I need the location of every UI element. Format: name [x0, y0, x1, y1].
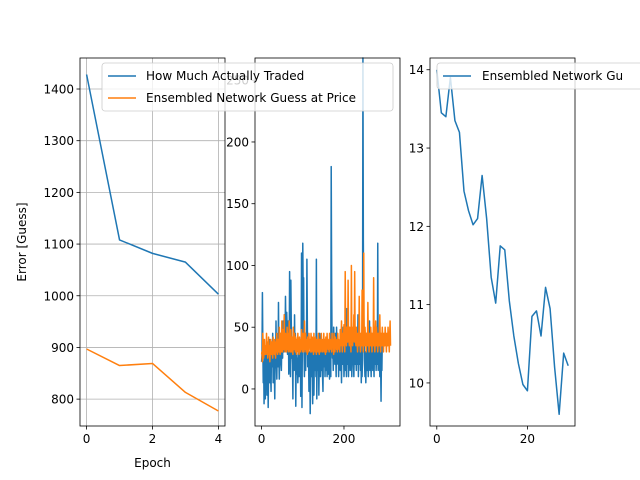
x-tick-label: 0 [258, 432, 266, 446]
panel-2-lines [260, 57, 392, 415]
panel-1-ticks: 0 2 4 800 900 1000 1100 1200 1300 1400 [43, 83, 222, 446]
y-tick-label: 1300 [43, 134, 74, 148]
x-tick-label: 0 [433, 432, 441, 446]
y-tick-label: 900 [51, 341, 74, 355]
y-tick-label: 200 [226, 135, 249, 149]
x-tick-label: 20 [520, 432, 535, 446]
y-tick-label: 10 [409, 376, 424, 390]
y-tick-label: 1100 [43, 238, 74, 252]
x-tick-label: 4 [215, 432, 223, 446]
series-1-line [436, 69, 569, 416]
legend-box [436, 62, 640, 90]
y-tick-label: 1400 [43, 83, 74, 97]
panel-3-legend: Ensembled Network Gu [436, 62, 640, 90]
legend-box [101, 62, 394, 112]
series-1-line [85, 74, 219, 295]
series-2-line [260, 252, 392, 363]
panel-1-lines [85, 74, 219, 412]
y-tick-label: 1000 [43, 289, 74, 303]
y-tick-label: 0 [241, 382, 249, 396]
panel-1-x-axis-label: Epoch [134, 456, 171, 470]
x-tick-label: 2 [149, 432, 157, 446]
panel-3-ticks: 0 20 10 11 12 13 14 [409, 63, 535, 446]
panel-1-legend: How Much Actually Traded Ensembled Netwo… [101, 62, 394, 112]
y-tick-label: 50 [234, 321, 249, 335]
legend-label-series-1: How Much Actually Traded [146, 69, 304, 83]
y-tick-label: 150 [226, 197, 249, 211]
panel-3-lines [436, 69, 569, 416]
panel-1-y-axis-label: Error [Guess] [15, 202, 29, 281]
y-tick-label: 100 [226, 259, 249, 273]
y-tick-label: 1200 [43, 186, 74, 200]
series-2-line [86, 348, 219, 412]
x-tick-label: 0 [83, 432, 91, 446]
legend-label-series-1: Ensembled Network Gu [482, 69, 623, 83]
panel-3-frame [429, 57, 576, 427]
panel-3: 0 20 10 11 12 13 14 [409, 57, 576, 446]
x-tick-label: 200 [333, 432, 356, 446]
y-tick-label: 13 [409, 142, 424, 156]
y-tick-label: 11 [409, 298, 424, 312]
legend-label-series-2: Ensembled Network Guess at Price [146, 91, 356, 105]
panel-2-frame [254, 57, 401, 427]
y-tick-label: 800 [51, 393, 74, 407]
y-tick-label: 12 [409, 220, 424, 234]
y-tick-label: 14 [409, 63, 424, 77]
